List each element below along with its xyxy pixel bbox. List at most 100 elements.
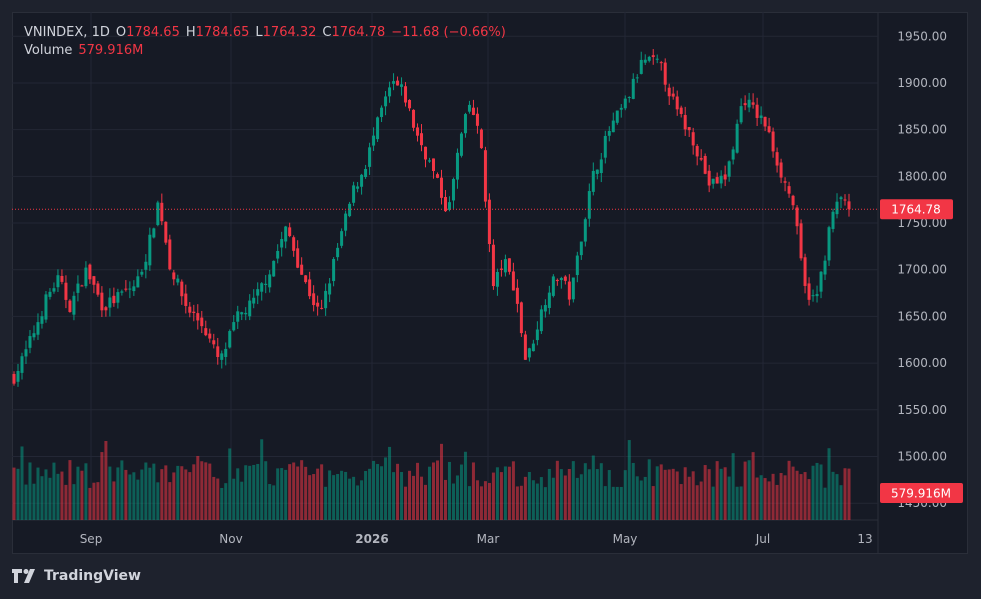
volume-bar <box>491 472 495 520</box>
candle <box>551 274 555 298</box>
candle <box>571 277 575 303</box>
symbol-label[interactable]: VNINDEX, 1D <box>24 25 110 40</box>
volume-bar <box>256 463 260 520</box>
volume-bar <box>759 475 763 520</box>
candle <box>420 124 424 152</box>
candle <box>152 227 156 239</box>
volume-bar <box>455 475 459 520</box>
volume-bar <box>719 468 723 520</box>
candle <box>404 82 408 107</box>
candle <box>611 112 615 133</box>
candle <box>771 127 775 158</box>
volume-bar <box>711 486 715 520</box>
candle <box>599 152 603 183</box>
volume-bar <box>260 439 264 520</box>
volume-bar <box>731 453 735 520</box>
volume-bar <box>248 465 252 520</box>
volume-bar <box>783 475 787 520</box>
candle <box>340 228 344 249</box>
candle <box>304 275 308 284</box>
volume-bar <box>431 462 435 520</box>
last-volume-label: 579.916M <box>891 487 951 501</box>
volume-bar <box>843 468 847 520</box>
volume-bar <box>507 466 511 520</box>
candle <box>164 221 168 245</box>
volume-bar <box>132 472 136 520</box>
candle <box>507 258 511 275</box>
volume-bar <box>316 468 320 520</box>
volume-bar <box>120 460 124 520</box>
candle <box>607 126 611 142</box>
tradingview-logo-text: TradingView <box>44 568 141 584</box>
volume-bar <box>344 471 348 520</box>
volume-bar <box>276 468 280 520</box>
candle <box>168 234 172 271</box>
volume-bar <box>56 473 60 520</box>
candle <box>360 173 364 195</box>
volume-bar <box>324 486 328 520</box>
candle <box>224 342 228 366</box>
candle <box>76 275 80 302</box>
candle <box>184 284 188 314</box>
tradingview-logo[interactable]: TradingView <box>12 568 141 584</box>
volume-bar <box>603 486 607 520</box>
candle <box>160 193 164 226</box>
volume-bar <box>611 486 615 520</box>
candle <box>515 279 519 313</box>
volume-bar <box>240 481 244 520</box>
candle <box>451 177 455 209</box>
candle <box>787 181 791 198</box>
price-tick-label: 1550.00 <box>897 403 947 417</box>
volume-bar <box>336 474 340 520</box>
volume-bar <box>443 479 447 520</box>
volume-bar <box>571 461 575 520</box>
candle <box>707 164 711 193</box>
candle <box>595 169 599 180</box>
candle <box>188 302 192 318</box>
candle <box>827 225 831 266</box>
open-label: O <box>115 25 127 40</box>
volume-bar <box>631 462 635 520</box>
candle <box>80 284 84 287</box>
high-label: H <box>185 25 196 40</box>
candle <box>92 275 96 294</box>
volume-bar <box>400 472 404 520</box>
candle <box>300 257 304 275</box>
volume-bar <box>180 466 184 520</box>
volume-bar <box>288 464 292 520</box>
volume-bar <box>515 486 519 520</box>
volume-bar <box>475 480 479 520</box>
volume-bar <box>615 486 619 520</box>
candle <box>495 268 499 296</box>
volume-bar <box>244 465 248 520</box>
candle <box>328 278 332 303</box>
candle <box>691 127 695 155</box>
volume-bar <box>519 485 523 520</box>
candle <box>431 158 435 179</box>
candle <box>643 54 647 65</box>
candle <box>615 110 619 125</box>
volume-bar <box>435 460 439 520</box>
candle <box>264 275 268 294</box>
volume-bar <box>252 464 256 520</box>
volume-bar <box>364 470 368 520</box>
volume-bar <box>296 466 300 520</box>
volume-bar <box>12 467 16 520</box>
candle <box>208 328 212 343</box>
volume-bar <box>36 467 40 520</box>
candle <box>587 183 591 227</box>
volume-bar <box>439 443 443 520</box>
volume-bar <box>428 466 432 520</box>
volume-bar <box>216 478 220 520</box>
volume-bar <box>671 468 675 520</box>
candle <box>775 147 779 173</box>
candle <box>563 275 567 285</box>
volume-bar <box>108 466 112 520</box>
candle <box>12 371 16 386</box>
legend: VNINDEX, 1D O1784.65 H1784.65 L1764.32 C… <box>24 24 506 60</box>
price-axis: 1950.00 1900.00 1850.00 1800.00 1750.00 1700.… <box>897 29 947 510</box>
candle <box>388 81 392 103</box>
candle <box>368 142 372 175</box>
volume-bar <box>799 474 803 520</box>
